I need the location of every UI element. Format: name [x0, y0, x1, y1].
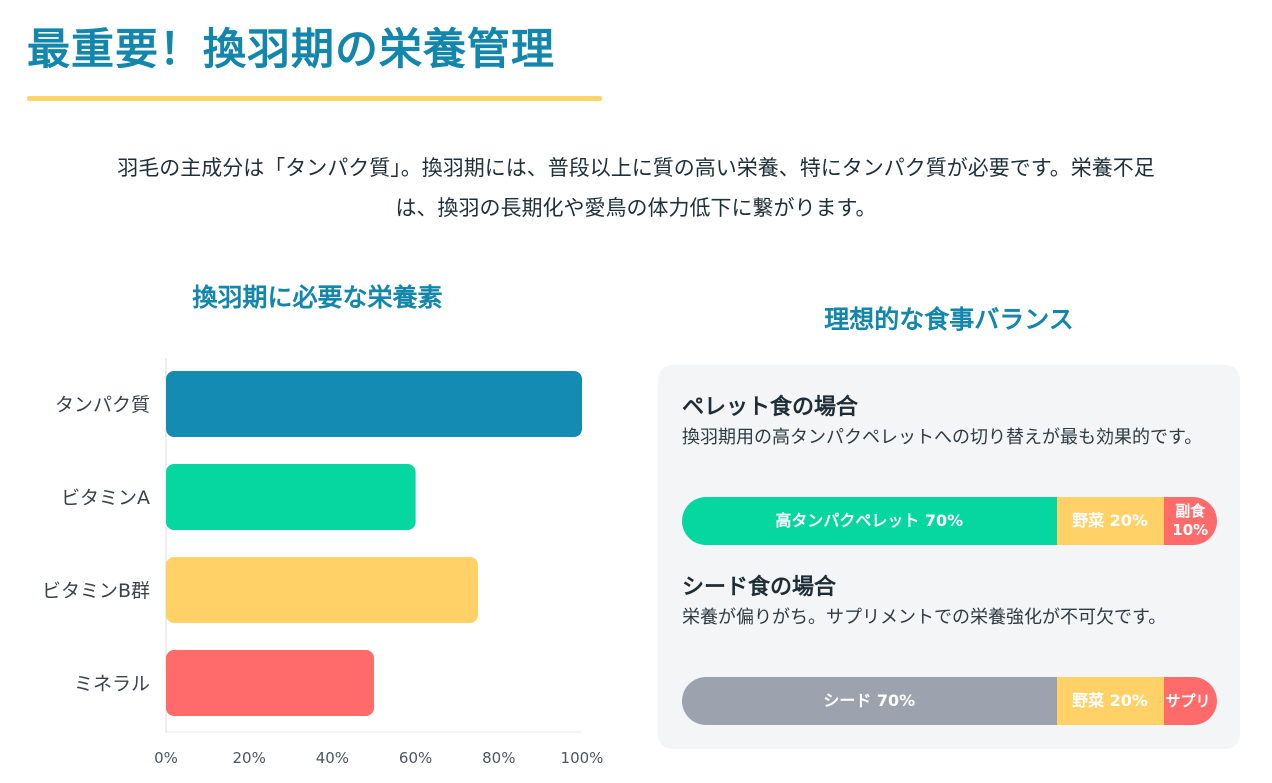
- x-tick-label: 100%: [561, 749, 604, 767]
- diet-seed: シード食の場合 栄養が偏りがち。サプリメントでの栄養強化が不可欠です。 シード …: [682, 573, 1222, 725]
- diet-description: 換羽期用の高タンパクペレットへの切り替えが最も効果的です。: [682, 427, 1203, 448]
- balance-title: 理想的な食事バランス: [824, 305, 1074, 334]
- diet-pellet: ペレット食の場合 換羽期用の高タンパクペレットへの切り替えが最も効果的です。 高…: [682, 393, 1222, 545]
- diet-segment: 野菜 20%: [1056, 497, 1164, 545]
- x-tick-label: 40%: [316, 749, 349, 767]
- bar: [166, 557, 478, 623]
- diet-segment: 副食 10%: [1163, 497, 1217, 545]
- intro-text: 羽毛の主成分は「タンパク質」。換羽期には、普段以上に質の高い栄養、特にタンパク質…: [0, 148, 1272, 228]
- category-label: タンパク質: [55, 394, 150, 416]
- intro-line-2: は、換羽の長期化や愛鳥の体力低下に繋がります。: [395, 196, 877, 220]
- diet-segment: 野菜 20%: [1056, 677, 1164, 725]
- bar: [166, 464, 416, 530]
- title-underline: [27, 96, 602, 101]
- x-tick-label: 80%: [482, 749, 515, 767]
- bar: [166, 650, 374, 716]
- diet-segment: シード 70%: [682, 677, 1057, 725]
- diet-title: ペレット食の場合: [682, 395, 859, 420]
- diet-stack-bar: シード 70% 野菜 20% サプリ: [682, 677, 1217, 725]
- x-tick-label: 0%: [154, 749, 178, 767]
- diet-segment: サプリ: [1163, 677, 1217, 725]
- diet-stack-bar: 高タンパクペレット 70% 野菜 20% 副食 10%: [682, 497, 1217, 545]
- category-label: ビタミンB群: [42, 580, 150, 602]
- bar: [166, 371, 582, 437]
- page-title: 最重要！換羽期の栄養管理: [27, 25, 555, 75]
- category-label: ミネラル: [74, 673, 150, 695]
- category-label: ビタミンA: [61, 487, 150, 509]
- diet-segment: 高タンパクペレット 70%: [682, 497, 1057, 545]
- diet-balance-card: ペレット食の場合 換羽期用の高タンパクペレットへの切り替えが最も効果的です。 高…: [658, 365, 1240, 749]
- chart-title: 換羽期に必要な栄養素: [192, 283, 443, 312]
- diet-description: 栄養が偏りがち。サプリメントでの栄養強化が不可欠です。: [682, 607, 1167, 628]
- x-tick-label: 60%: [399, 749, 432, 767]
- diet-title: シード食の場合: [682, 575, 837, 600]
- x-tick-label: 20%: [233, 749, 266, 767]
- intro-line-1: 羽毛の主成分は「タンパク質」。換羽期には、普段以上に質の高い栄養、特にタンパク質…: [117, 156, 1155, 180]
